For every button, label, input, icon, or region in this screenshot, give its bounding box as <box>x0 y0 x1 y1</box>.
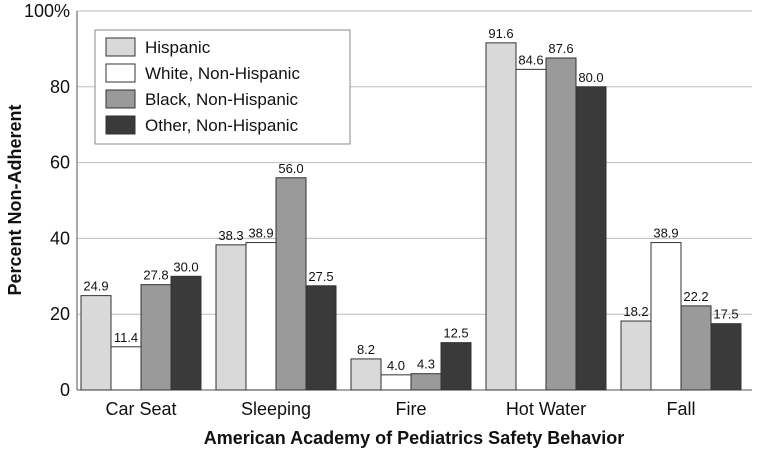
bar-value-label: 12.5 <box>443 326 468 341</box>
legend-box <box>94 29 351 145</box>
legend-swatch <box>105 89 136 109</box>
legend-swatch <box>105 37 136 57</box>
bar-value-label: 56.0 <box>278 161 303 176</box>
bar-value-label: 80.0 <box>578 70 603 85</box>
legend-label: White, Non-Hispanic <box>145 64 300 83</box>
legend: Hispanic White, Non-Hispanic Black, Non-Hi… <box>94 29 351 145</box>
bar-value-label: 91.6 <box>488 26 513 41</box>
y-axis-title: Percent Non-Adherent <box>5 104 25 295</box>
y-tick-label: 20 <box>50 304 70 324</box>
bar-4-3 <box>710 323 742 391</box>
bar-2-0 <box>350 358 382 391</box>
bar-0-3 <box>170 275 202 391</box>
x-category-labels: Car Seat Sleeping Fire Hot Water Fall <box>105 399 695 419</box>
y-tick-labels: 0 20 40 60 80 100% <box>24 1 70 400</box>
x-category-label: Car Seat <box>105 399 176 419</box>
legend-label: Other, Non-Hispanic <box>145 116 299 135</box>
data-labels: 24.9 11.4 27.8 30.0 38.3 38.9 56.0 27.5 8.2 4.0 4.… <box>83 26 738 373</box>
bar-1-2 <box>275 177 307 391</box>
bar-value-label: 24.9 <box>83 279 108 294</box>
bar-0-2 <box>140 284 172 391</box>
y-tick-label: 60 <box>50 153 70 173</box>
bar-value-label: 4.0 <box>387 358 405 373</box>
bar-value-label: 17.5 <box>713 307 738 322</box>
bar-value-label: 18.2 <box>623 304 648 319</box>
bar-value-label: 8.2 <box>357 342 375 357</box>
bar-1-3 <box>305 285 337 391</box>
bar-2-1 <box>380 374 412 391</box>
bar-1-1 <box>245 242 277 391</box>
bar-value-label: 22.2 <box>683 289 708 304</box>
x-category-label: Hot Water <box>506 399 586 419</box>
bar-3-3 <box>575 86 607 391</box>
y-tick-label: 80 <box>50 77 70 97</box>
y-tick-label: 40 <box>50 228 70 248</box>
x-axis-title: American Academy of Pediatrics Safety Be… <box>204 428 625 448</box>
bar-value-label: 4.3 <box>417 357 435 372</box>
bar-4-1 <box>650 242 682 391</box>
legend-label: Black, Non-Hispanic <box>145 90 299 109</box>
bar-value-label: 38.3 <box>218 228 243 243</box>
bar-1-0 <box>215 244 247 391</box>
bar-3-0 <box>485 42 517 391</box>
legend-label: Hispanic <box>145 38 211 57</box>
bar-0-0 <box>80 295 112 391</box>
bar-0-1 <box>110 346 142 391</box>
bar-value-label: 38.9 <box>248 226 273 241</box>
y-tick-label: 100% <box>24 1 70 21</box>
bar-value-label: 27.8 <box>143 268 168 283</box>
bar-3-1 <box>515 68 547 391</box>
bar-4-0 <box>620 320 652 391</box>
bars <box>80 42 742 391</box>
legend-swatch <box>105 63 136 83</box>
y-tick-label: 0 <box>60 380 70 400</box>
legend-swatch <box>105 115 136 135</box>
bar-value-label: 30.0 <box>173 259 198 274</box>
x-category-label: Fall <box>666 399 695 419</box>
bar-value-label: 84.6 <box>518 52 543 67</box>
bar-value-label: 11.4 <box>114 330 138 345</box>
bar-2-3 <box>440 342 472 391</box>
bar-3-2 <box>545 57 577 391</box>
bar-value-label: 38.9 <box>653 226 678 241</box>
bar-2-2 <box>410 373 442 391</box>
x-category-label: Sleeping <box>241 399 311 419</box>
x-category-label: Fire <box>396 399 427 419</box>
bar-value-label: 27.5 <box>308 269 333 284</box>
bar-value-label: 87.6 <box>548 41 573 56</box>
bar-4-2 <box>680 305 712 391</box>
